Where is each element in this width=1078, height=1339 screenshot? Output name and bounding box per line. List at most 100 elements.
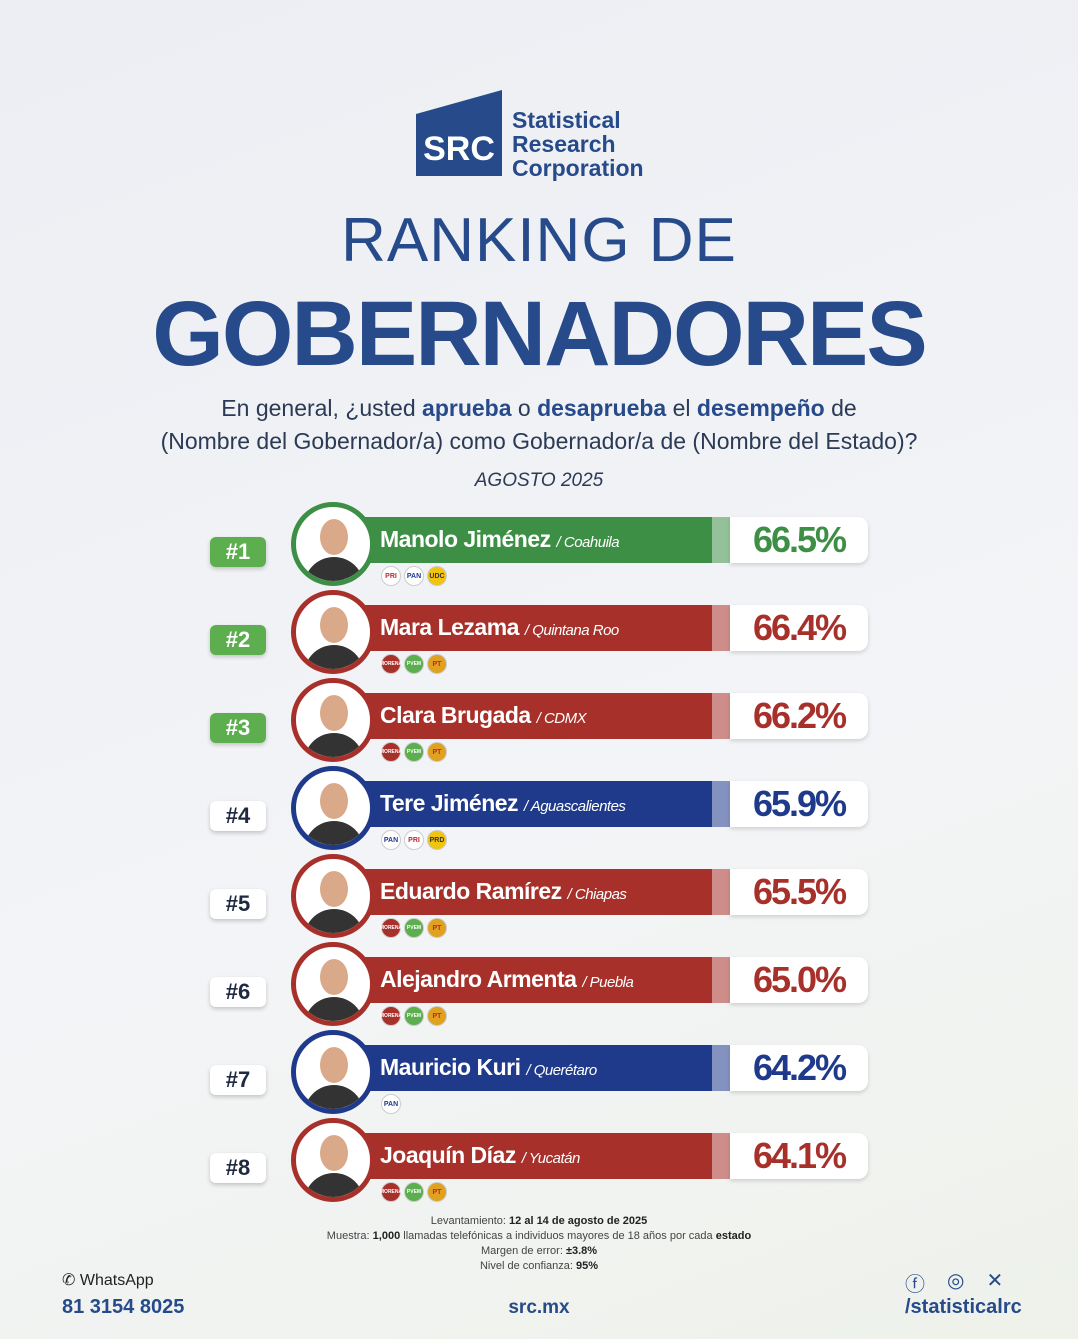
governor-state: / CDMX (536, 710, 587, 727)
party-logo-morena: MORENA (380, 742, 402, 762)
governor-state: / Aguascalientes (523, 798, 626, 815)
approval-percent: 65.9% (730, 781, 868, 827)
governor-state: / Coahuila (556, 534, 620, 551)
svg-text:SRC: SRC (423, 130, 495, 168)
governor-name: Tere Jiménez (380, 790, 519, 816)
governor-bar: Alejandro Armenta / Puebla (340, 957, 730, 1003)
brand-line3: Corporation (512, 155, 644, 181)
governor-photo (291, 766, 375, 850)
rank-badge: #1 (210, 537, 266, 567)
party-logos: PAN (381, 1094, 401, 1114)
website-link[interactable]: src.mx (508, 1297, 570, 1318)
rank-badge: #4 (210, 801, 266, 831)
brand-line1: Statistical (512, 107, 621, 133)
party-logo-pt: PT (427, 654, 447, 674)
governor-name: Mara Lezama (380, 614, 519, 640)
src-logo-mark: SRC (416, 90, 502, 176)
survey-question: En general, ¿usted aprueba o desaprueba … (160, 395, 918, 454)
governor-name: Eduardo Ramírez (380, 878, 562, 904)
ranking-row: #5 Eduardo Ramírez / Chiapas 65.5% MOREN… (0, 854, 1078, 963)
governor-bar: Clara Brugada / CDMX (340, 693, 730, 739)
party-logo-pan: PAN (381, 1094, 401, 1114)
ranking-row: #3 Clara Brugada / CDMX 66.2% MORENA PVEM… (0, 678, 1078, 787)
rank-badge: #5 (210, 889, 266, 919)
party-logo-pt: PT (427, 1006, 447, 1026)
party-logos: PRI PAN UDC (381, 566, 447, 586)
party-logo-pri: PRI (381, 566, 401, 586)
governor-state: / Quintana Roo (524, 622, 619, 639)
party-logo-pt: PT (427, 742, 447, 762)
party-logo-morena: MORENA (380, 918, 402, 938)
governor-bar: Joaquín Díaz / Yucatán (340, 1133, 730, 1179)
governor-photo (291, 854, 375, 938)
methodology: Levantamiento: 12 al 14 de agosto de 202… (326, 1215, 752, 1272)
approval-percent: 66.2% (730, 693, 868, 739)
ranking-row: #8 Joaquín Díaz / Yucatán 64.1% MORENA PV… (0, 1118, 1078, 1227)
governor-photo (291, 1118, 375, 1202)
ranking-row: #2 Mara Lezama / Quintana Roo 66.4% MORE… (0, 590, 1078, 699)
party-logo-prd: PRD (427, 830, 447, 850)
ranking-row: #7 Mauricio Kuri / Querétaro 64.2% PAN (0, 1030, 1078, 1139)
governor-photo (291, 502, 375, 586)
party-logo-pan: PAN (381, 830, 401, 850)
party-logos: PAN PRI PRD (381, 830, 447, 850)
governor-photo (291, 1030, 375, 1114)
instagram-icon[interactable]: ◎ (947, 1270, 965, 1292)
party-logo-pvem: PVEM (404, 742, 424, 762)
governor-state: / Querétaro (526, 1062, 597, 1079)
governor-name: Clara Brugada (380, 702, 531, 728)
governor-bar: Mauricio Kuri / Querétaro (340, 1045, 730, 1091)
ranking-row: #4 Tere Jiménez / Aguascalientes 65.9% P… (0, 766, 1078, 875)
approval-percent: 64.2% (730, 1045, 868, 1091)
approval-percent: 64.1% (730, 1133, 868, 1179)
approval-percent: 65.5% (730, 869, 868, 915)
ranking-row: #1 Manolo Jiménez / Coahuila 66.5% PRI PA… (0, 502, 1078, 611)
governor-name: Manolo Jiménez (380, 526, 551, 552)
governor-name: Alejandro Armenta (380, 966, 577, 992)
governor-photo (291, 590, 375, 674)
party-logo-pvem: PVEM (404, 1006, 424, 1026)
whatsapp-icon: ✆ (62, 1272, 76, 1289)
governor-state: / Puebla (582, 974, 634, 991)
title-line1: RANKING DE (341, 206, 737, 275)
governor-state: / Yucatán (521, 1150, 581, 1167)
rank-badge: #7 (210, 1065, 266, 1095)
party-logo-pvem: PVEM (404, 1182, 424, 1202)
party-logo-morena: MORENA (380, 1182, 402, 1202)
party-logo-pt: PT (427, 918, 447, 938)
party-logo-pvem: PVEM (404, 918, 424, 938)
party-logo-pt: PT (427, 1182, 447, 1202)
social-handle[interactable]: /statisticalrc (905, 1296, 1022, 1318)
party-logo-pri: PRI (404, 830, 424, 850)
party-logo-udc: UDC (427, 566, 447, 586)
rank-badge: #8 (210, 1153, 266, 1183)
phone-number: 81 3154 8025 (62, 1296, 185, 1318)
party-logo-morena: MORENA (380, 1006, 402, 1026)
whatsapp-contact[interactable]: ✆ WhatsApp (62, 1272, 154, 1289)
approval-percent: 65.0% (730, 957, 868, 1003)
facebook-icon[interactable]: ⓕ (905, 1274, 925, 1296)
brand-logo: SRC Statistical Research Corporation (416, 90, 644, 180)
governor-bar: Tere Jiménez / Aguascalientes (340, 781, 730, 827)
party-logo-morena: MORENA (380, 654, 402, 674)
party-logos: MORENA PVEM PT (380, 1006, 447, 1026)
governor-bar: Manolo Jiménez / Coahuila (340, 517, 730, 563)
approval-percent: 66.5% (730, 517, 868, 563)
party-logos: MORENA PVEM PT (380, 1182, 447, 1202)
rank-badge: #6 (210, 977, 266, 1007)
rank-badge: #3 (210, 713, 266, 743)
party-logos: MORENA PVEM PT (380, 654, 447, 674)
social-icons: ⓕ ◎ ✕ (905, 1268, 1003, 1297)
party-logos: MORENA PVEM PT (380, 918, 447, 938)
governor-name: Joaquín Díaz (380, 1142, 516, 1168)
x-icon[interactable]: ✕ (986, 1270, 1004, 1292)
party-logo-pvem: PVEM (404, 654, 424, 674)
governor-photo (291, 942, 375, 1026)
rank-badge: #2 (210, 625, 266, 655)
governor-state: / Chiapas (567, 886, 627, 903)
title-line2: GOBERNADORES (152, 283, 927, 385)
governor-bar: Mara Lezama / Quintana Roo (340, 605, 730, 651)
approval-percent: 66.4% (730, 605, 868, 651)
brand-line2: Research (512, 131, 616, 157)
party-logo-pan: PAN (404, 566, 424, 586)
